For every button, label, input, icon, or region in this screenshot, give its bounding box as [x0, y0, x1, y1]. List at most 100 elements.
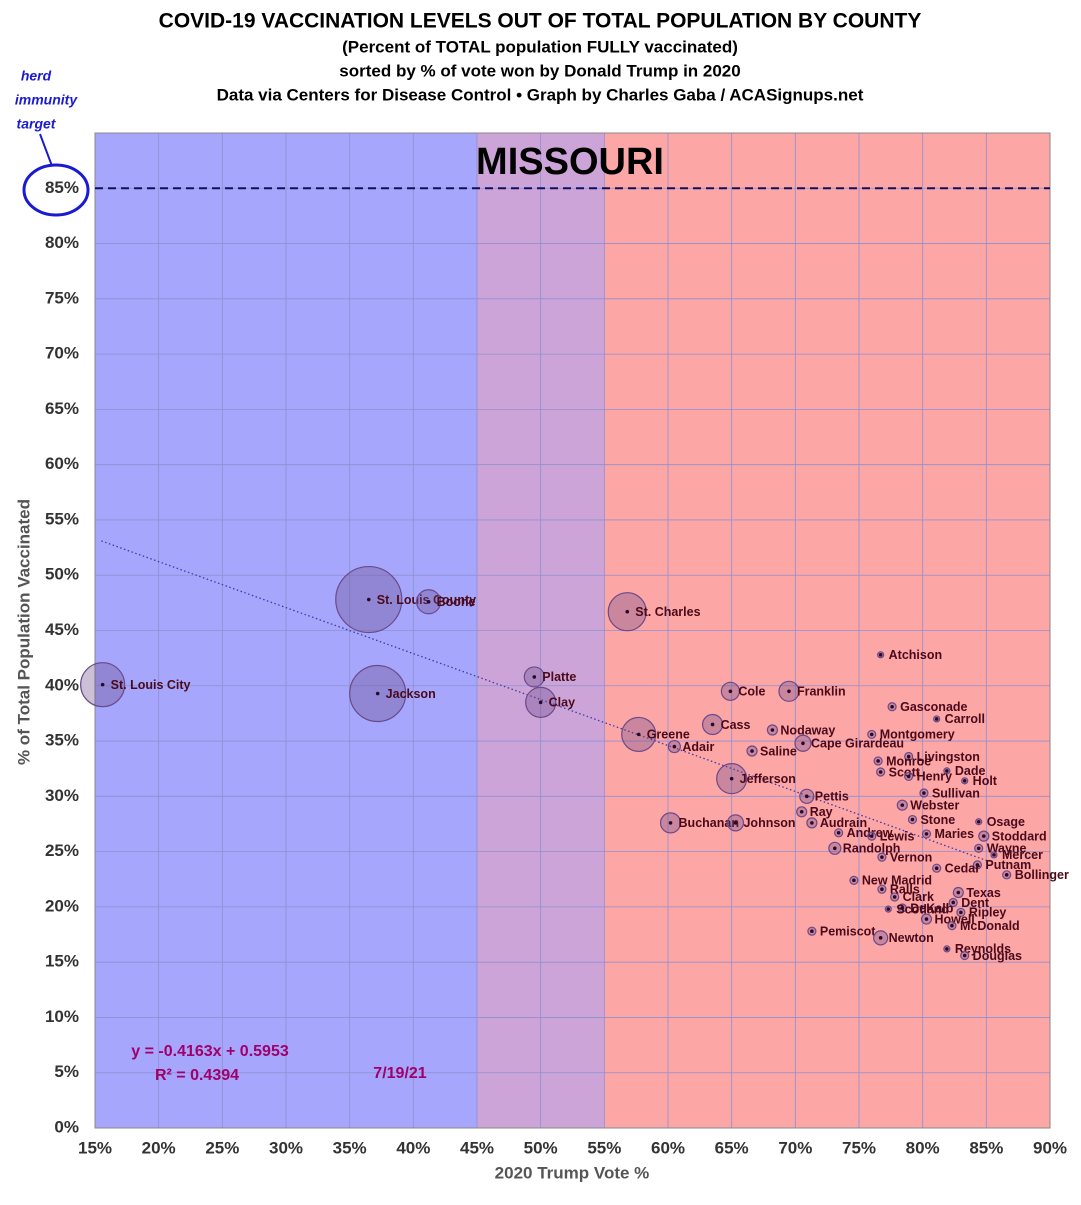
plot-border	[94, 132, 1051, 1129]
bubble-center	[950, 923, 954, 928]
point-label: Buchanan	[679, 816, 739, 830]
date-label: 7/19/21	[373, 1065, 426, 1082]
point-label: Cass	[721, 718, 751, 732]
point-label: Texas	[966, 886, 1001, 900]
bubble-center	[672, 744, 677, 749]
bubble-center	[801, 741, 805, 746]
point-label: Clay	[549, 696, 575, 710]
x-tick-label: 45%	[460, 1138, 494, 1157]
x-axis-title: 2020 Trump Vote %	[495, 1163, 650, 1182]
bubble-center	[869, 834, 874, 838]
x-tick-label: 50%	[524, 1138, 558, 1157]
point-label: Stoddard	[992, 829, 1047, 843]
point-label: St. Charles	[635, 605, 700, 619]
y-tick-label: 35%	[45, 731, 79, 750]
y-tick-label: 30%	[45, 786, 79, 805]
bubble-center	[836, 831, 841, 835]
y-tick-label: 55%	[45, 509, 79, 528]
point-label: Lewis	[880, 829, 915, 843]
point-label: Ralls	[890, 882, 920, 896]
x-tick-label: 30%	[269, 1138, 303, 1157]
trend-equation: y = -0.4163x + 0.5953	[131, 1043, 289, 1060]
point-label: Sullivan	[932, 786, 980, 800]
x-tick-label: 25%	[205, 1138, 239, 1157]
point-label: Cedar	[945, 861, 981, 875]
y-tick-label: 80%	[45, 233, 79, 252]
bubble-center	[636, 732, 641, 737]
bubble-center	[426, 599, 431, 604]
point-label: Livingston	[917, 750, 980, 764]
x-tick-label: 80%	[906, 1138, 940, 1157]
bubble-center	[710, 722, 715, 727]
point-label: Pemiscot	[820, 925, 876, 939]
x-tick-label: 65%	[715, 1138, 749, 1157]
point-label: Mercer	[1002, 848, 1043, 862]
point-label: Audrain	[820, 816, 867, 830]
point-label: Henry	[917, 770, 952, 784]
bubble-center	[799, 810, 804, 814]
y-tick-label: 40%	[45, 675, 79, 694]
y-tick-label: 0%	[54, 1117, 79, 1136]
callout-circle	[22, 163, 90, 217]
subtitle: (Percent of TOTAL population FULLY vacci…	[342, 37, 738, 56]
x-tick-label: 75%	[842, 1138, 876, 1157]
x-tick-label: 20%	[142, 1138, 176, 1157]
bubble-center	[366, 597, 371, 602]
x-tick-label: 55%	[587, 1138, 621, 1157]
point-label: Gasconade	[900, 700, 967, 714]
point-label: Dade	[955, 764, 986, 778]
point-label: McDonald	[960, 919, 1020, 933]
point-label: Ray	[810, 805, 833, 819]
point-label: Scotland	[896, 902, 949, 916]
point-label: Cole	[738, 685, 765, 699]
bubble-center	[962, 779, 967, 783]
y-tick-label: 60%	[45, 454, 79, 473]
y-tick-label: 85%	[45, 178, 79, 197]
bubble-center	[878, 653, 883, 657]
point-label: Johnson	[743, 816, 795, 830]
y-tick-label: 5%	[54, 1062, 79, 1081]
point-label: Clark	[903, 890, 934, 904]
point-label: Boone	[437, 595, 476, 609]
point-label: Monroe	[886, 754, 931, 768]
y-axis-title: % of Total Population Vaccinated	[14, 499, 33, 765]
bubble-center	[878, 936, 883, 940]
point-label: Franklin	[797, 685, 846, 699]
point-label: Atchison	[889, 648, 942, 662]
bubble-center	[880, 887, 884, 891]
x-tick-label: 35%	[333, 1138, 367, 1157]
callout-line	[39, 133, 53, 167]
y-tick-label: 15%	[45, 952, 79, 971]
background-layer	[94, 132, 1051, 1129]
bubble-center	[810, 821, 814, 825]
bubble-center	[538, 700, 543, 705]
bubble-center	[876, 759, 880, 763]
y-tick-label: 65%	[45, 399, 79, 418]
bubble-center	[922, 791, 926, 795]
point-label: Cape Girardeau	[811, 737, 904, 751]
bubble-center	[934, 717, 939, 721]
point-label: Maries	[934, 827, 974, 841]
bubble-center	[833, 846, 837, 851]
bubble-center	[787, 689, 791, 694]
point-label: Ripley	[969, 906, 1007, 920]
bubble-center	[878, 770, 883, 774]
bubble-center	[375, 691, 380, 696]
y-tick-label: 50%	[45, 565, 79, 584]
bubble-center	[728, 689, 733, 694]
bubble-center	[733, 821, 738, 825]
bubble-center	[900, 803, 905, 807]
point-label: Osage	[987, 815, 1025, 829]
point-label: Holt	[973, 774, 998, 788]
point-label: St. Louis City	[111, 678, 191, 692]
reference-label: immunity	[15, 92, 78, 108]
reference-label: herd	[21, 68, 52, 84]
state-label: MISSOURI	[476, 141, 664, 183]
point-label: Douglas	[973, 949, 1022, 963]
point-label: Saline	[760, 744, 797, 758]
x-tick-label: 60%	[651, 1138, 685, 1157]
point-label: Bollinger	[1015, 868, 1069, 882]
bubble-center	[890, 704, 894, 709]
point-label: Greene	[647, 728, 690, 742]
